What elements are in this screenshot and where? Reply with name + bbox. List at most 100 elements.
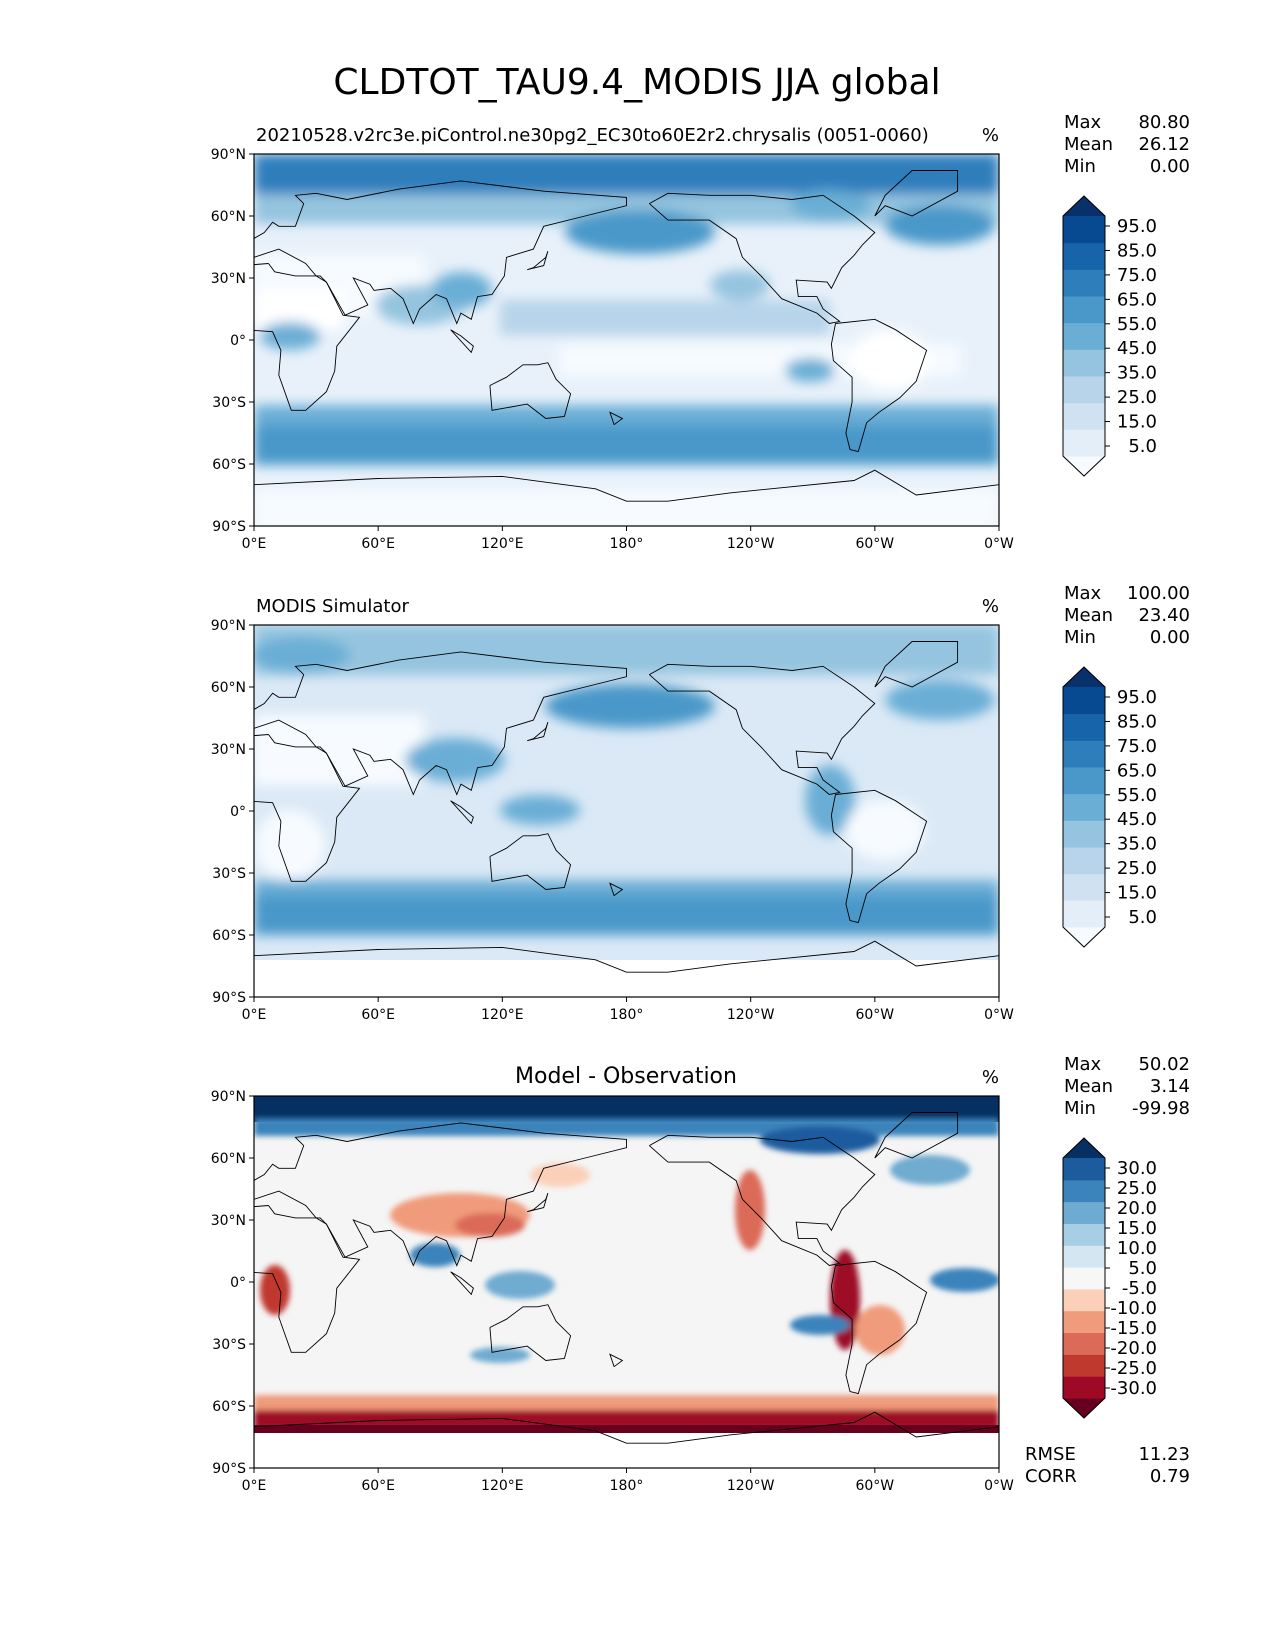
panel-obs-colorbar-label: 15.0 — [1117, 883, 1157, 904]
panel-diff-colorbar-label: -25.0 — [1110, 1358, 1157, 1379]
panel-diff-lat-tick: 30°S — [212, 1337, 246, 1353]
panel-diff: Model - Observation % — [211, 1054, 1190, 1494]
panel-model-lat-tick: 30°N — [211, 271, 246, 287]
panel-obs-lat-tick: 30°S — [212, 866, 246, 882]
panel-model-colorbar-label: 65.0 — [1117, 289, 1157, 310]
panel-model-stat-label-mean: Mean — [1064, 134, 1113, 155]
panel-diff-colorbar-label: -10.0 — [1110, 1298, 1157, 1319]
panel-model-lat-tick: 60°N — [211, 209, 246, 225]
panel-model-lon-tick: 120°E — [481, 536, 524, 552]
panel-obs-lon-tick: 0°W — [984, 1007, 1014, 1023]
panel-diff-colorbar-label: -5.0 — [1122, 1278, 1157, 1299]
panel-diff-colorbar-label: -30.0 — [1110, 1378, 1157, 1399]
panel-model-lat-tick: 60°S — [212, 457, 246, 473]
panel-diff-lon-tick: 120°W — [727, 1478, 775, 1494]
map-model — [254, 154, 999, 526]
panel-model-lon-tick: 60°W — [855, 536, 894, 552]
panel-model-lon-tick: 0°W — [984, 536, 1014, 552]
panel-model-colorbar-label: 95.0 — [1117, 216, 1157, 237]
panel-model-colorbar-label: 35.0 — [1117, 363, 1157, 384]
panel-obs: MODIS Simulator % 90°N 60°N 30°N 0° 30°S 60°S… — [211, 583, 1190, 1023]
panel-diff-stat-label-corr: CORR — [1025, 1466, 1077, 1487]
panel-diff-stat-value-min: -99.98 — [1132, 1098, 1190, 1119]
panel-obs-colorbar-label: 65.0 — [1117, 760, 1157, 781]
panel-diff-lat-tick: 30°N — [211, 1213, 246, 1229]
panel-diff-lon-tick: 120°E — [481, 1478, 524, 1494]
panel-obs-lat-tick: 60°S — [212, 928, 246, 944]
panel-obs-stat-value-min: 0.00 — [1150, 627, 1190, 648]
panel-model-colorbar-label: 5.0 — [1128, 436, 1157, 457]
panel-diff-lon-tick: 0°E — [242, 1478, 267, 1494]
panel-diff-lat-tick: 60°S — [212, 1399, 246, 1415]
panel-diff-colorbar-label: 10.0 — [1117, 1238, 1157, 1259]
panel-diff-stat-label-max: Max — [1064, 1054, 1102, 1075]
panel-obs-stat-value-mean: 23.40 — [1138, 605, 1190, 626]
panel-obs-lat-tick: 0° — [230, 804, 246, 820]
panel-model-lon-tick: 180° — [610, 536, 644, 552]
panel-model: 20210528.v2rc3e.piControl.ne30pg2_EC30to… — [211, 112, 1190, 552]
panel-model-colorbar-label: 75.0 — [1117, 265, 1157, 286]
panel-model-colorbar-label: 25.0 — [1117, 387, 1157, 408]
panel-obs-stat-value-max: 100.00 — [1127, 583, 1190, 604]
panel-diff-lon-tick: 60°W — [855, 1478, 894, 1494]
panel-obs-colorbar-label: 35.0 — [1117, 834, 1157, 855]
panel-model-stat-value-min: 0.00 — [1150, 156, 1190, 177]
panel-model-colorbar-label: 45.0 — [1117, 338, 1157, 359]
panel-model-lon-tick: 60°E — [361, 536, 395, 552]
panel-model-stat-value-mean: 26.12 — [1138, 134, 1190, 155]
panel-model-lat-tick: 90°N — [211, 147, 246, 163]
panel-diff-lon-tick: 60°E — [361, 1478, 395, 1494]
panel-obs-lon-tick: 60°E — [361, 1007, 395, 1023]
panel-obs-colorbar-label: 95.0 — [1117, 687, 1157, 708]
panel-diff-units: % — [982, 1067, 999, 1088]
panel-diff-colorbar: 30.025.020.015.010.05.0-5.0-10.0-15.0-20… — [1062, 1137, 1157, 1419]
panel-diff-stat-value-max: 50.02 — [1138, 1054, 1190, 1075]
panel-obs-colorbar-label: 75.0 — [1117, 736, 1157, 757]
panel-diff-lon-tick: 0°W — [984, 1478, 1014, 1494]
panel-obs-colorbar-label: 85.0 — [1117, 711, 1157, 732]
panel-model-coastlines — [254, 170, 999, 502]
panel-model-lon-tick: 0°E — [242, 536, 267, 552]
panel-diff-lat-tick: 90°N — [211, 1089, 246, 1105]
panel-model-colorbar: 95.0 85.0 75.0 65.0 55.0 45.0 35.0 25.0 15.0 5.0 — [1062, 195, 1157, 477]
panel-obs-colorbar: 95.0 85.0 75.0 65.0 55.0 45.0 35.0 25.0 15.0 5.0 — [1062, 666, 1157, 948]
panel-diff-lat-tick: 60°N — [211, 1151, 246, 1167]
panel-model-units: % — [982, 125, 999, 146]
panel-model-colorbar-label: 15.0 — [1117, 412, 1157, 433]
panel-obs-units: % — [982, 596, 999, 617]
panel-diff-colorbar-label: -15.0 — [1110, 1318, 1157, 1339]
panel-model-lat-tick: 0° — [230, 333, 246, 349]
panel-obs-stat-label-min: Min — [1064, 627, 1096, 648]
panel-diff-lon-tick: 180° — [610, 1478, 644, 1494]
panel-diff-lat-tick: 0° — [230, 1275, 246, 1291]
panel-diff-stat-value-rmse: 11.23 — [1138, 1444, 1190, 1465]
panel-diff-stat-label-min: Min — [1064, 1098, 1096, 1119]
panel-obs-coastlines — [254, 641, 999, 973]
panel-obs-colorbar-label: 25.0 — [1117, 858, 1157, 879]
panel-obs-stat-label-mean: Mean — [1064, 605, 1113, 626]
panel-diff-stat-label-rmse: RMSE — [1025, 1444, 1076, 1465]
panel-diff-colorbar-label: -20.0 — [1110, 1338, 1157, 1359]
panel-model-colorbar-label: 85.0 — [1117, 240, 1157, 261]
panel-diff-colorbar-label: 20.0 — [1117, 1198, 1157, 1219]
panel-obs-lat-tick: 60°N — [211, 680, 246, 696]
map-diff — [254, 1096, 999, 1468]
panel-model-colorbar-label: 55.0 — [1117, 314, 1157, 335]
panel-obs-lon-tick: 60°W — [855, 1007, 894, 1023]
panel-obs-lat-tick: 30°N — [211, 742, 246, 758]
panel-model-lat-tick: 30°S — [212, 395, 246, 411]
panel-obs-colorbar-label: 55.0 — [1117, 785, 1157, 806]
panel-diff-coastlines — [254, 1112, 999, 1444]
panel-obs-lat-tick: 90°N — [211, 618, 246, 634]
panel-diff-stat-label-mean: Mean — [1064, 1076, 1113, 1097]
panel-diff-lat-tick: 90°S — [212, 1461, 246, 1477]
map-obs — [254, 625, 999, 997]
panel-obs-left-title: MODIS Simulator — [256, 596, 409, 617]
panel-model-left-title: 20210528.v2rc3e.piControl.ne30pg2_EC30to… — [256, 125, 929, 146]
panel-diff-colorbar-label: 5.0 — [1128, 1258, 1157, 1279]
panel-obs-lon-tick: 120°E — [481, 1007, 524, 1023]
panel-diff-center-title: Model - Observation — [515, 1064, 737, 1089]
panel-model-lon-tick: 120°W — [727, 536, 775, 552]
panel-obs-lon-tick: 120°W — [727, 1007, 775, 1023]
